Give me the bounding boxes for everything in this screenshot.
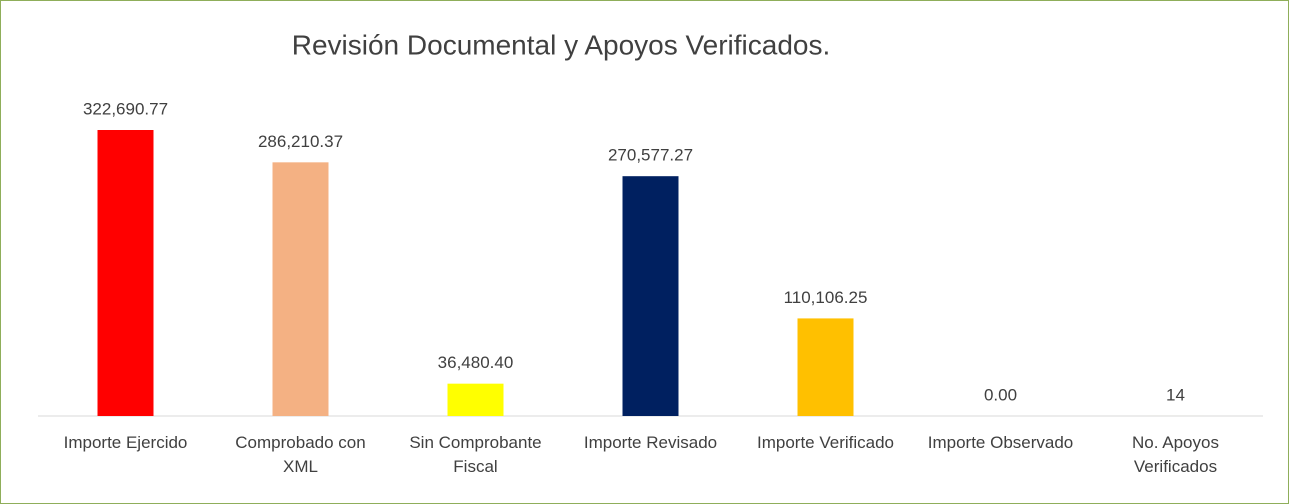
- data-label: 14: [1166, 385, 1185, 404]
- data-label: 36,480.40: [438, 353, 514, 372]
- bar: [272, 162, 329, 416]
- x-tick-label: Importe Verificado: [756, 433, 894, 452]
- x-tick-label: Importe Revisado: [583, 433, 718, 452]
- data-label: 110,106.25: [784, 288, 868, 307]
- data-label: 270,577.27: [608, 146, 693, 165]
- x-tick-label: Sin Comprobante Fiscal: [409, 433, 542, 476]
- bar: [622, 176, 679, 416]
- x-tick-label: Importe Ejercido: [63, 433, 188, 452]
- bar: [447, 383, 504, 416]
- x-tick-label: No. Apoyos Verificados: [1132, 433, 1219, 476]
- bar: [797, 318, 854, 416]
- chart-title: Revisión Documental y Apoyos Verificados…: [292, 29, 831, 60]
- data-label: 322,690.77: [83, 99, 168, 118]
- x-tick-label: Comprobado con XML: [235, 433, 366, 476]
- data-label: 286,210.37: [258, 132, 343, 151]
- x-tick-label: Importe Observado: [927, 433, 1074, 452]
- data-label: 0.00: [984, 385, 1017, 404]
- bar: [97, 130, 154, 416]
